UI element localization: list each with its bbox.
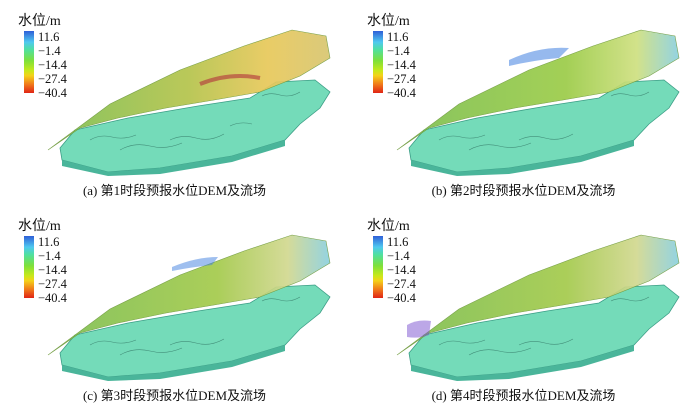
terrain-shadow	[62, 140, 285, 176]
legend-title: 水位/m	[367, 219, 410, 234]
terrain-shadow	[411, 345, 634, 381]
high-water-zone	[509, 47, 569, 66]
legend-tick: 11.6	[38, 235, 60, 249]
terrain-shadow	[411, 140, 634, 176]
flow-field	[438, 296, 650, 356]
legend-title: 水位/m	[18, 14, 61, 29]
panel-caption: (d) 第4时段预报水位DEM及流场	[431, 388, 616, 403]
water-level-legend: 水位/m 11.6 −1.4 −14.4 −27.4 −40.4	[18, 10, 90, 100]
water-level-surface	[396, 234, 680, 356]
panel-caption: (c) 第3时段预报水位DEM及流场	[82, 388, 267, 403]
water-level-surface	[47, 29, 331, 151]
figure-panel-c: 水位/m 11.6 −1.4 −14.4 −27.4 −40.4 (c) 第3时…	[0, 205, 349, 410]
water-level-legend: 水位/m 11.6 −1.4 −14.4 −27.4 −40.4	[18, 215, 90, 305]
figure-panel-d: 水位/m 11.6 −1.4 −14.4 −27.4 −40.4 (d) 第4时…	[349, 205, 698, 410]
water-level-surface	[396, 29, 680, 151]
legend-color-bar	[24, 31, 34, 93]
legend-tick: −14.4	[387, 263, 416, 277]
legend-tick: −14.4	[38, 263, 67, 277]
figure-panel-a: 水位/m 11.6 −1.4 −14.4 −27.4 −40.4 (a) 第1时…	[0, 0, 349, 205]
legend-tick: −1.4	[387, 44, 410, 58]
dem-flow-scene	[396, 234, 680, 381]
legend-tick: 11.6	[387, 30, 409, 44]
dem-flow-scene	[47, 234, 331, 381]
legend-color-bar	[24, 236, 34, 298]
legend-tick: −40.4	[38, 86, 67, 100]
legend-tick: −1.4	[38, 44, 61, 58]
legend-tick: −40.4	[38, 291, 67, 305]
legend-tick: −14.4	[38, 58, 67, 72]
terrain-shadow	[62, 345, 285, 381]
legend-tick: −40.4	[387, 291, 416, 305]
legend-tick: −27.4	[38, 277, 67, 291]
legend-color-bar	[373, 236, 383, 298]
legend-tick: 11.6	[38, 30, 60, 44]
legend-tick: −1.4	[38, 249, 61, 263]
legend-tick: −14.4	[387, 58, 416, 72]
legend-tick: −27.4	[387, 72, 416, 86]
red-ridge	[199, 74, 261, 86]
panel-caption: (a) 第1时段预报水位DEM及流场	[82, 183, 267, 198]
legend-tick: −27.4	[387, 277, 416, 291]
water-level-surface	[47, 234, 331, 356]
panel-caption: (b) 第2时段预报水位DEM及流场	[431, 183, 616, 198]
high-water-zone	[172, 257, 218, 271]
legend-tick: −27.4	[38, 72, 67, 86]
legend-color-bar	[373, 31, 383, 93]
flow-field	[89, 91, 301, 151]
water-level-legend: 水位/m 11.6 −1.4 −14.4 −27.4 −40.4	[367, 215, 439, 305]
figure-panel-b: 水位/m 11.6 −1.4 −14.4 −27.4 −40.4 (b) 第2时…	[349, 0, 698, 205]
legend-title: 水位/m	[367, 14, 410, 29]
legend-title: 水位/m	[18, 219, 61, 234]
legend-tick: 11.6	[387, 235, 409, 249]
dem-flow-scene	[47, 29, 331, 176]
drawdown-zone	[407, 320, 431, 338]
water-level-legend: 水位/m 11.6 −1.4 −14.4 −27.4 −40.4	[367, 10, 439, 100]
legend-tick: −1.4	[387, 249, 410, 263]
dem-flow-scene	[396, 29, 680, 176]
legend-tick: −40.4	[387, 86, 416, 100]
flow-field	[89, 296, 301, 356]
flow-field	[438, 91, 650, 151]
